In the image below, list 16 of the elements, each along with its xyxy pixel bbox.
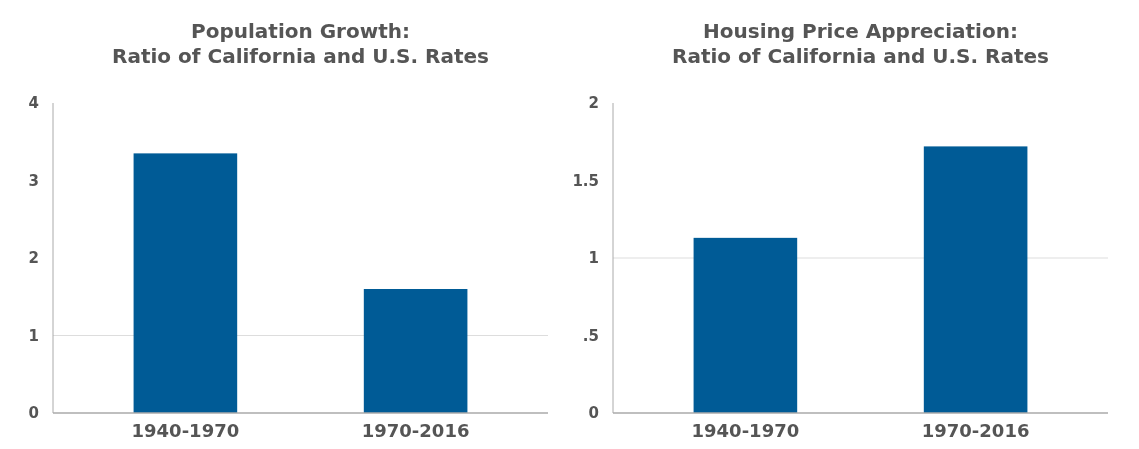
chart-title: Housing Price Appreciation: Ratio of California and U.S. Rates (672, 19, 1049, 68)
chart-title: Population Growth: Ratio of California and U.S. Rates (112, 19, 489, 68)
y-tick-label: 1 (588, 249, 599, 268)
y-tick-label: 4 (28, 94, 39, 113)
y-tick-label: 2 (588, 94, 599, 113)
y-tick-label: 1.5 (572, 171, 599, 190)
x-tick-label: 1940-1970 (691, 420, 800, 441)
y-tick-label: 2 (28, 249, 39, 268)
x-tick-label: 1970-2016 (361, 420, 470, 441)
x-tick-label: 1970-2016 (921, 420, 1030, 441)
y-tick-label: 1 (28, 326, 39, 345)
y-tick-label: .5 (582, 326, 599, 345)
y-tick-label: 0 (588, 404, 599, 423)
x-tick-label: 1940-1970 (131, 420, 240, 441)
y-tick-label: 0 (28, 404, 39, 423)
y-tick-label: 3 (28, 171, 39, 190)
